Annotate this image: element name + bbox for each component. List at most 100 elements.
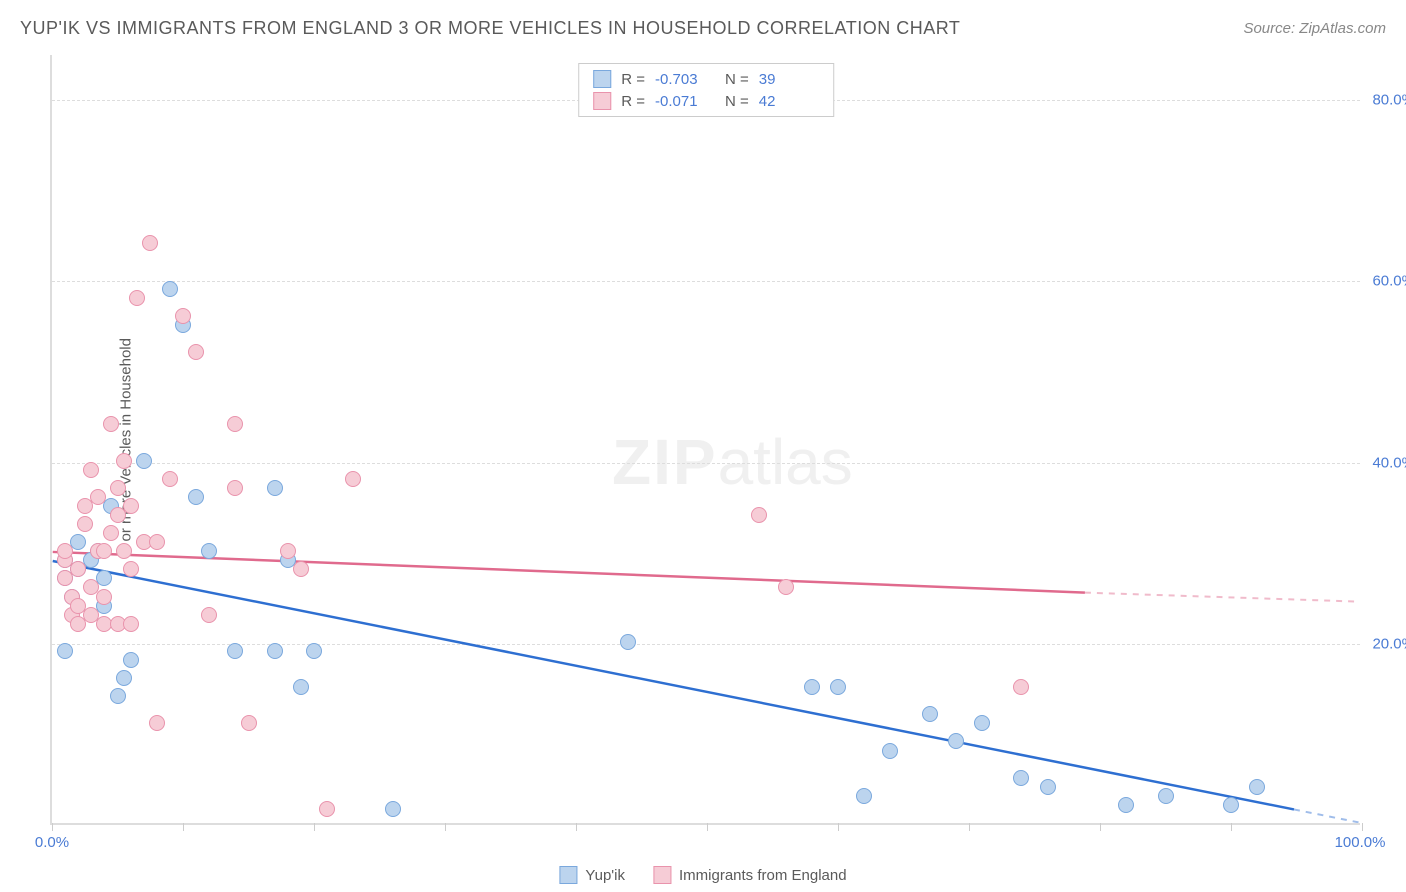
swatch-icon	[559, 866, 577, 884]
data-point	[319, 801, 335, 817]
data-point	[123, 561, 139, 577]
legend-item-yupik: Yup'ik	[559, 866, 625, 884]
data-point	[90, 489, 106, 505]
swatch-england	[593, 92, 611, 110]
gridline	[52, 281, 1360, 282]
gridline	[52, 463, 1360, 464]
data-point	[830, 679, 846, 695]
swatch-icon	[653, 866, 671, 884]
n-value-england: 42	[759, 93, 819, 110]
data-point	[129, 290, 145, 306]
x-tick	[1231, 823, 1232, 831]
data-point	[103, 416, 119, 432]
data-point	[293, 561, 309, 577]
x-tick	[52, 823, 53, 831]
data-point	[280, 543, 296, 559]
y-tick-label: 20.0%	[1372, 635, 1406, 652]
x-tick	[183, 823, 184, 831]
data-point	[1040, 779, 1056, 795]
data-point	[201, 607, 217, 623]
data-point	[103, 525, 119, 541]
data-point	[116, 543, 132, 559]
data-point	[123, 498, 139, 514]
data-point	[751, 507, 767, 523]
data-point	[1118, 797, 1134, 813]
legend-row-england: R = -0.071 N = 42	[593, 90, 819, 112]
data-point	[110, 688, 126, 704]
x-tick	[576, 823, 577, 831]
x-tick	[707, 823, 708, 831]
data-point	[974, 715, 990, 731]
data-point	[96, 589, 112, 605]
data-point	[267, 480, 283, 496]
data-point	[83, 462, 99, 478]
data-point	[77, 516, 93, 532]
source-label: Source: ZipAtlas.com	[1243, 20, 1386, 37]
data-point	[227, 643, 243, 659]
chart-title: YUP'IK VS IMMIGRANTS FROM ENGLAND 3 OR M…	[20, 18, 960, 39]
x-axis-max-label: 100.0%	[1335, 834, 1386, 851]
correlation-legend: R = -0.703 N = 39 R = -0.071 N = 42	[578, 63, 834, 117]
r-value-yupik: -0.703	[655, 71, 715, 88]
legend-item-england: Immigrants from England	[653, 866, 847, 884]
data-point	[162, 281, 178, 297]
data-point	[188, 344, 204, 360]
legend-label: Immigrants from England	[679, 867, 847, 884]
data-point	[123, 616, 139, 632]
gridline	[52, 644, 1360, 645]
data-point	[142, 235, 158, 251]
data-point	[188, 489, 204, 505]
data-point	[57, 543, 73, 559]
data-point	[149, 715, 165, 731]
data-point	[241, 715, 257, 731]
series-legend: Yup'ik Immigrants from England	[559, 866, 846, 884]
data-point	[1013, 770, 1029, 786]
x-tick	[1362, 823, 1363, 831]
data-point	[70, 561, 86, 577]
data-point	[345, 471, 361, 487]
data-point	[1158, 788, 1174, 804]
data-point	[882, 743, 898, 759]
data-point	[116, 670, 132, 686]
data-point	[267, 643, 283, 659]
y-tick-label: 80.0%	[1372, 92, 1406, 109]
swatch-yupik	[593, 70, 611, 88]
data-point	[175, 308, 191, 324]
data-point	[804, 679, 820, 695]
data-point	[293, 679, 309, 695]
data-point	[306, 643, 322, 659]
data-point	[620, 634, 636, 650]
x-tick	[838, 823, 839, 831]
data-point	[948, 733, 964, 749]
n-value-yupik: 39	[759, 71, 819, 88]
data-point	[162, 471, 178, 487]
data-point	[1223, 797, 1239, 813]
data-point	[57, 643, 73, 659]
data-point	[136, 453, 152, 469]
data-point	[1013, 679, 1029, 695]
data-point	[1249, 779, 1265, 795]
data-point	[149, 534, 165, 550]
data-point	[116, 453, 132, 469]
data-point	[96, 543, 112, 559]
y-tick-label: 40.0%	[1372, 454, 1406, 471]
r-value-england: -0.071	[655, 93, 715, 110]
data-point	[778, 579, 794, 595]
x-tick	[445, 823, 446, 831]
data-point	[227, 480, 243, 496]
data-point	[201, 543, 217, 559]
scatter-chart: ZIPatlas R = -0.703 N = 39 R = -0.071 N …	[50, 55, 1360, 825]
legend-label: Yup'ik	[585, 867, 625, 884]
x-axis-min-label: 0.0%	[35, 834, 69, 851]
legend-row-yupik: R = -0.703 N = 39	[593, 68, 819, 90]
y-tick-label: 60.0%	[1372, 273, 1406, 290]
trend-lines	[52, 55, 1360, 823]
data-point	[123, 652, 139, 668]
x-tick	[1100, 823, 1101, 831]
data-point	[922, 706, 938, 722]
x-tick	[969, 823, 970, 831]
data-point	[385, 801, 401, 817]
data-point	[227, 416, 243, 432]
x-tick	[314, 823, 315, 831]
data-point	[110, 480, 126, 496]
